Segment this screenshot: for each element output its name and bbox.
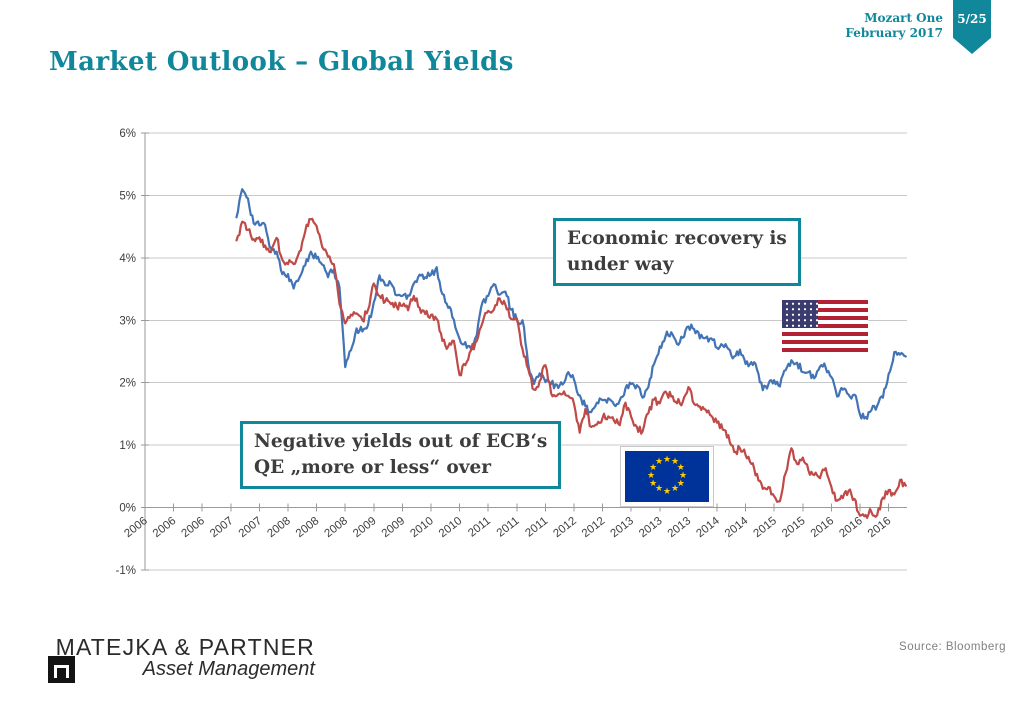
logo-monogram <box>54 665 69 678</box>
svg-text:2016: 2016 <box>809 515 837 540</box>
svg-text:1%: 1% <box>119 440 136 452</box>
svg-text:2010: 2010 <box>408 515 436 540</box>
svg-text:2008: 2008 <box>294 515 322 540</box>
callout-negative-yields: Negative yields out of ECB‘s QE „more or… <box>240 421 562 489</box>
callout-economic-recovery: Economic recovery is under way <box>553 218 801 286</box>
svg-text:2008: 2008 <box>322 515 350 540</box>
svg-text:2013: 2013 <box>608 515 636 540</box>
svg-text:4%: 4% <box>119 253 136 265</box>
svg-text:0%: 0% <box>119 503 136 515</box>
svg-text:2010: 2010 <box>437 515 465 540</box>
svg-text:2009: 2009 <box>351 515 379 540</box>
page-title: Market Outlook – Global Yields <box>49 47 514 77</box>
svg-text:2012: 2012 <box>551 515 579 540</box>
callout-line: under way <box>567 254 674 275</box>
product-name: Mozart One <box>864 11 943 25</box>
page-number: 5/25 <box>957 12 987 26</box>
company-logo-icon <box>48 656 75 683</box>
svg-text:5%: 5% <box>119 190 136 202</box>
svg-text:2006: 2006 <box>151 515 179 540</box>
svg-text:2011: 2011 <box>523 515 550 540</box>
svg-text:2009: 2009 <box>380 515 408 540</box>
eu-star-icon: ★ <box>646 470 656 481</box>
svg-text:2014: 2014 <box>694 515 722 541</box>
svg-text:2008: 2008 <box>265 515 293 540</box>
eu-flag-field: ★ ★ ★ ★ ★ ★ ★ ★ ★ ★ ★ ★ <box>625 451 709 502</box>
callout-line: Negative yields out of ECB‘s <box>254 431 548 452</box>
svg-text:2011: 2011 <box>495 515 522 540</box>
svg-text:2016: 2016 <box>866 515 894 540</box>
svg-text:3%: 3% <box>119 315 136 327</box>
us-flag-canton <box>782 300 818 328</box>
header-meta: Mozart One February 2017 <box>845 11 943 41</box>
svg-text:2015: 2015 <box>751 515 779 540</box>
eu-star-icon: ★ <box>670 456 680 467</box>
eu-star-icon: ★ <box>649 462 658 473</box>
eu-star-icon: ★ <box>654 484 664 495</box>
svg-text:2011: 2011 <box>466 515 493 540</box>
svg-text:2013: 2013 <box>666 515 694 540</box>
source-credit: Source: Bloomberg <box>899 641 1006 653</box>
svg-text:2006: 2006 <box>122 515 150 540</box>
eu-star-icon: ★ <box>676 478 685 489</box>
svg-text:-1%: -1% <box>116 565 136 577</box>
slide-date: February 2017 <box>845 26 943 40</box>
eu-flag-icon: ★ ★ ★ ★ ★ ★ ★ ★ ★ ★ ★ ★ <box>620 446 714 507</box>
eu-star-icon: ★ <box>654 456 664 467</box>
eu-star-icon: ★ <box>649 478 658 489</box>
svg-text:6%: 6% <box>119 128 136 140</box>
eu-star-icon: ★ <box>676 462 685 473</box>
eu-star-icon: ★ <box>678 470 688 481</box>
svg-text:2007: 2007 <box>237 515 265 540</box>
svg-text:2012: 2012 <box>580 515 608 540</box>
svg-text:2015: 2015 <box>780 515 808 540</box>
eu-star-icon: ★ <box>670 484 680 495</box>
eu-star-icon: ★ <box>662 486 672 497</box>
svg-text:2007: 2007 <box>208 515 236 540</box>
us-flag-icon <box>782 300 868 352</box>
callout-line: Economic recovery is <box>567 228 787 249</box>
svg-text:2013: 2013 <box>637 515 665 540</box>
callout-line: QE „more or less“ over <box>254 457 492 478</box>
company-division: Asset Management <box>142 658 315 680</box>
svg-text:2%: 2% <box>119 378 136 390</box>
svg-text:2016: 2016 <box>837 515 865 540</box>
company-name: MATEJKA & PARTNER <box>55 634 315 660</box>
svg-text:2006: 2006 <box>179 515 207 540</box>
svg-text:2014: 2014 <box>723 515 751 541</box>
eu-star-icon: ★ <box>662 454 672 465</box>
